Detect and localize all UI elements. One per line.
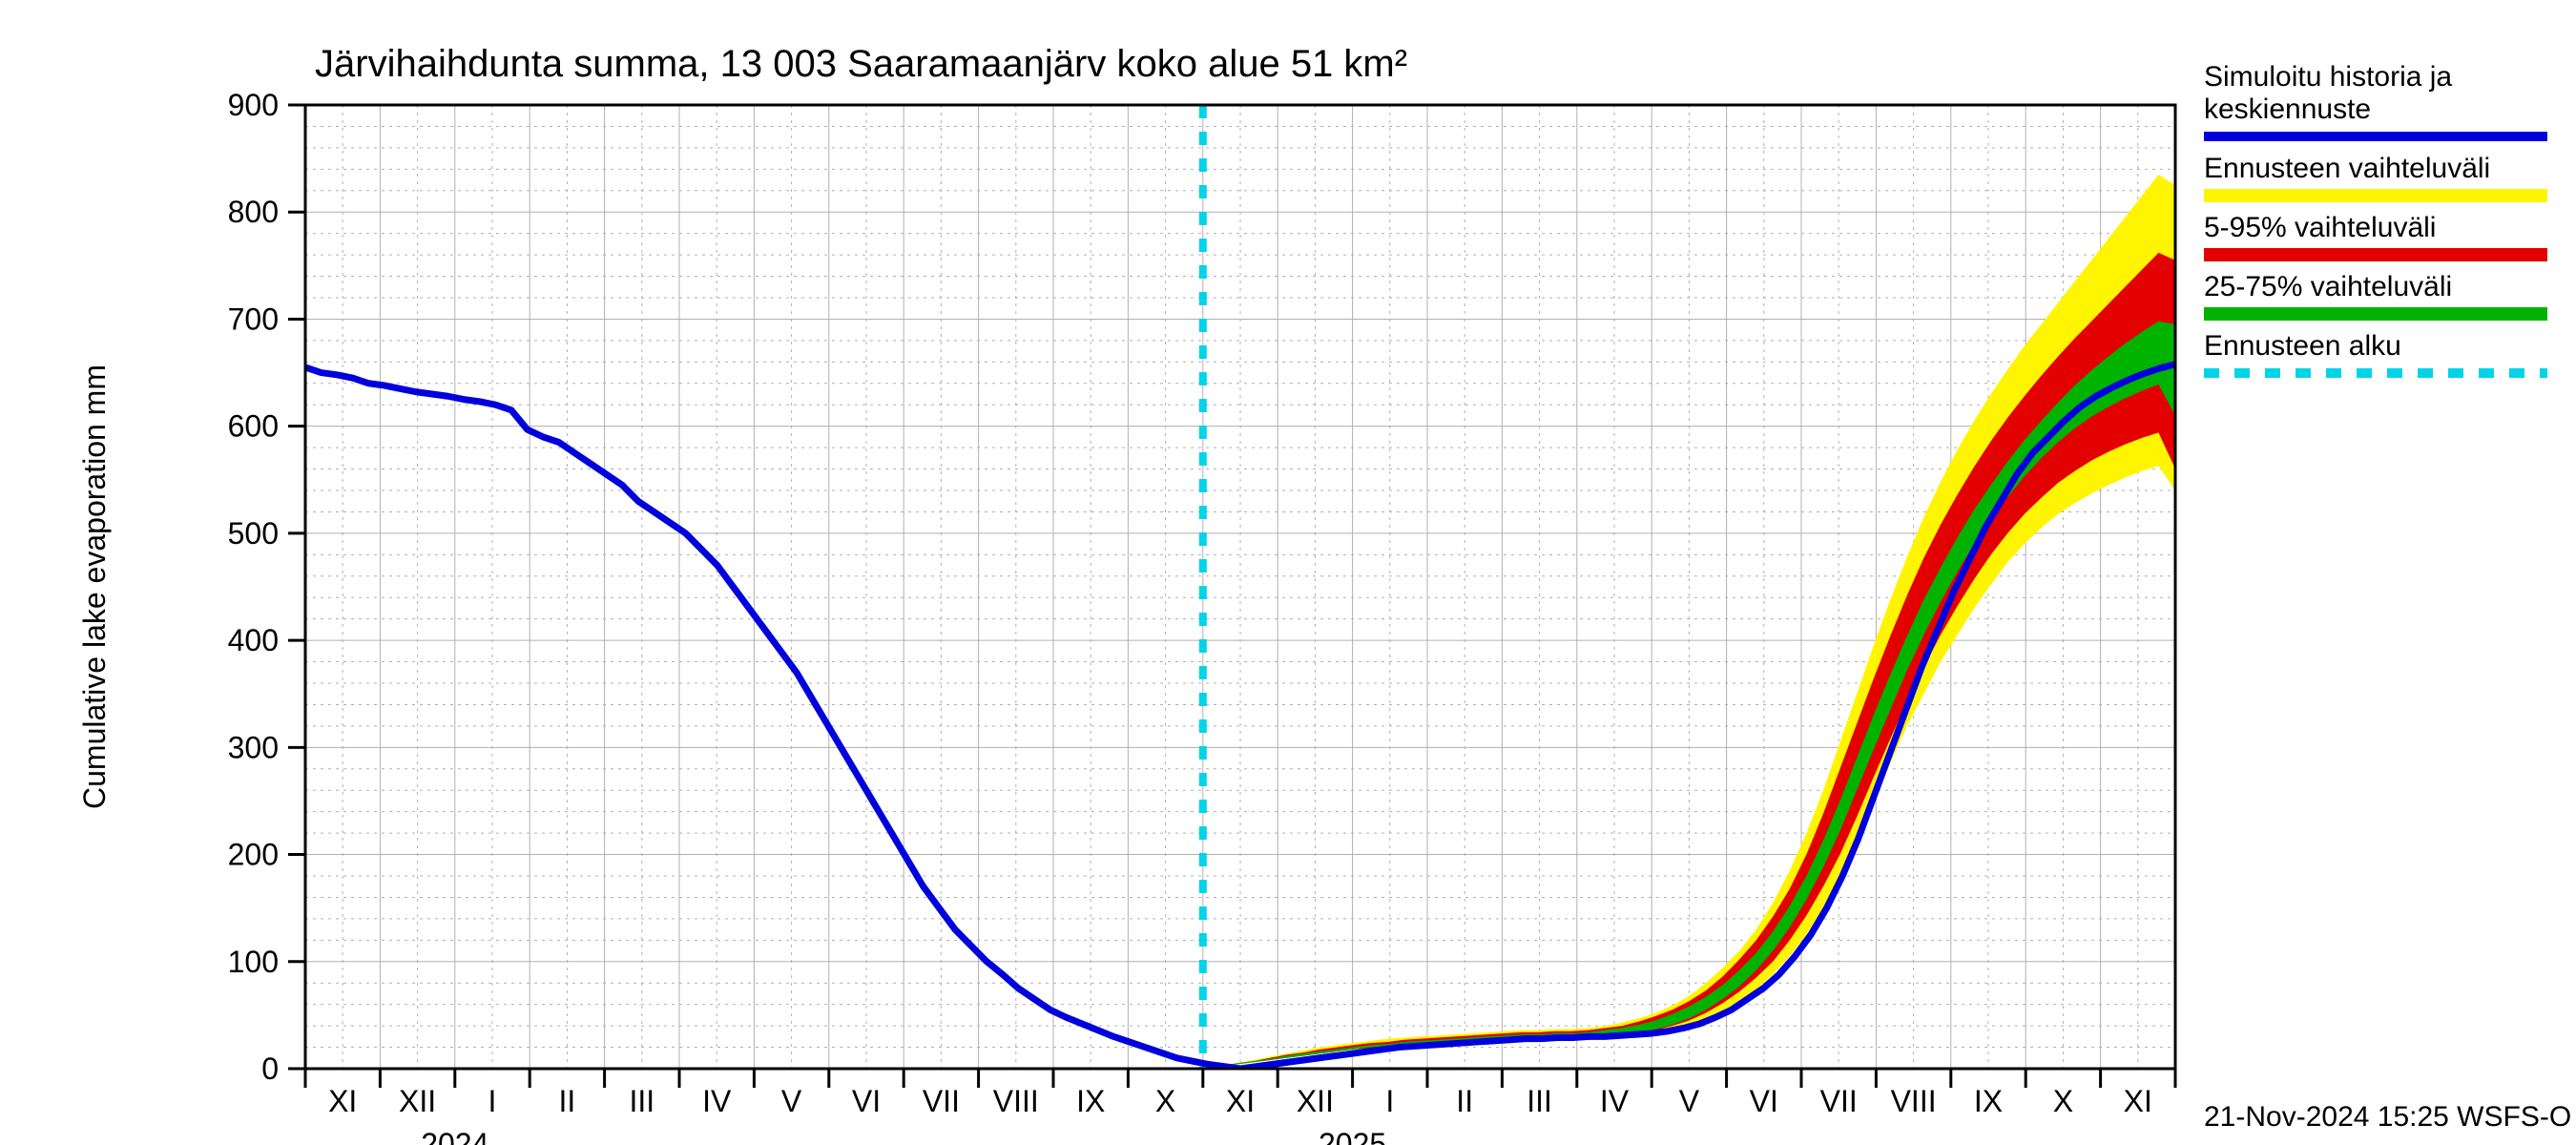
xtick-label: XI: [2124, 1084, 2152, 1118]
xtick-label: IX: [1974, 1084, 2003, 1118]
legend-label: keskiennuste: [2204, 94, 2371, 125]
xtick-label: IX: [1076, 1084, 1105, 1118]
legend-swatch: [2204, 307, 2547, 321]
xtick-label: VIII: [1891, 1084, 1937, 1118]
xtick-label: XI: [1226, 1084, 1255, 1118]
legend-label: 5-95% vaihteluväli: [2204, 212, 2436, 243]
timestamp: 21-Nov-2024 15:25 WSFS-O: [2204, 1101, 2571, 1133]
xtick-label: II: [1456, 1084, 1473, 1118]
xtick-label: V: [781, 1084, 802, 1118]
xtick-label: V: [1679, 1084, 1700, 1118]
legend-label: Ennusteen vaihteluväli: [2204, 153, 2490, 184]
legend-swatch: [2204, 189, 2547, 202]
chart-svg: Järvihaihdunta summa, 13 003 Saaramaanjä…: [0, 0, 2576, 1145]
xtick-label: XII: [399, 1084, 436, 1118]
ytick-label: 600: [228, 409, 279, 444]
ytick-label: 800: [228, 195, 279, 229]
ytick-label: 400: [228, 623, 279, 657]
xtick-label: VI: [852, 1084, 881, 1118]
xtick-label: II: [559, 1084, 576, 1118]
ytick-label: 200: [228, 838, 279, 872]
xtick-label: XI: [328, 1084, 357, 1118]
xtick-label: VII: [1820, 1084, 1858, 1118]
xtick-label: III: [1527, 1084, 1552, 1118]
ytick-label: 100: [228, 945, 279, 979]
legend-label: 25-75% vaihteluväli: [2204, 271, 2452, 302]
ytick-label: 900: [228, 88, 279, 122]
chart-title: Järvihaihdunta summa, 13 003 Saaramaanjä…: [315, 43, 1407, 85]
xtick-label: IV: [1600, 1084, 1630, 1118]
year-label: 2024: [421, 1127, 488, 1145]
legend-label: Ennusteen alku: [2204, 330, 2401, 362]
xtick-label: X: [1155, 1084, 1175, 1118]
legend-swatch: [2204, 248, 2547, 261]
legend-label: Simuloitu historia ja: [2204, 61, 2452, 93]
xtick-label: IV: [702, 1084, 732, 1118]
ytick-label: 0: [261, 1051, 279, 1086]
xtick-label: X: [2053, 1084, 2073, 1118]
xtick-label: XII: [1297, 1084, 1334, 1118]
year-label: 2025: [1319, 1127, 1386, 1145]
chart-container: Järvihaihdunta summa, 13 003 Saaramaanjä…: [0, 0, 2576, 1145]
xtick-label: I: [1385, 1084, 1394, 1118]
xtick-label: VII: [923, 1084, 960, 1118]
xtick-label: VIII: [993, 1084, 1039, 1118]
xtick-label: VI: [1750, 1084, 1778, 1118]
ytick-label: 700: [228, 302, 279, 336]
ytick-label: 300: [228, 730, 279, 764]
chart-bg: [0, 0, 2576, 1145]
y-axis-label: Cumulative lake evaporation mm: [77, 364, 112, 809]
xtick-label: III: [629, 1084, 654, 1118]
xtick-label: I: [488, 1084, 497, 1118]
ytick-label: 500: [228, 516, 279, 551]
